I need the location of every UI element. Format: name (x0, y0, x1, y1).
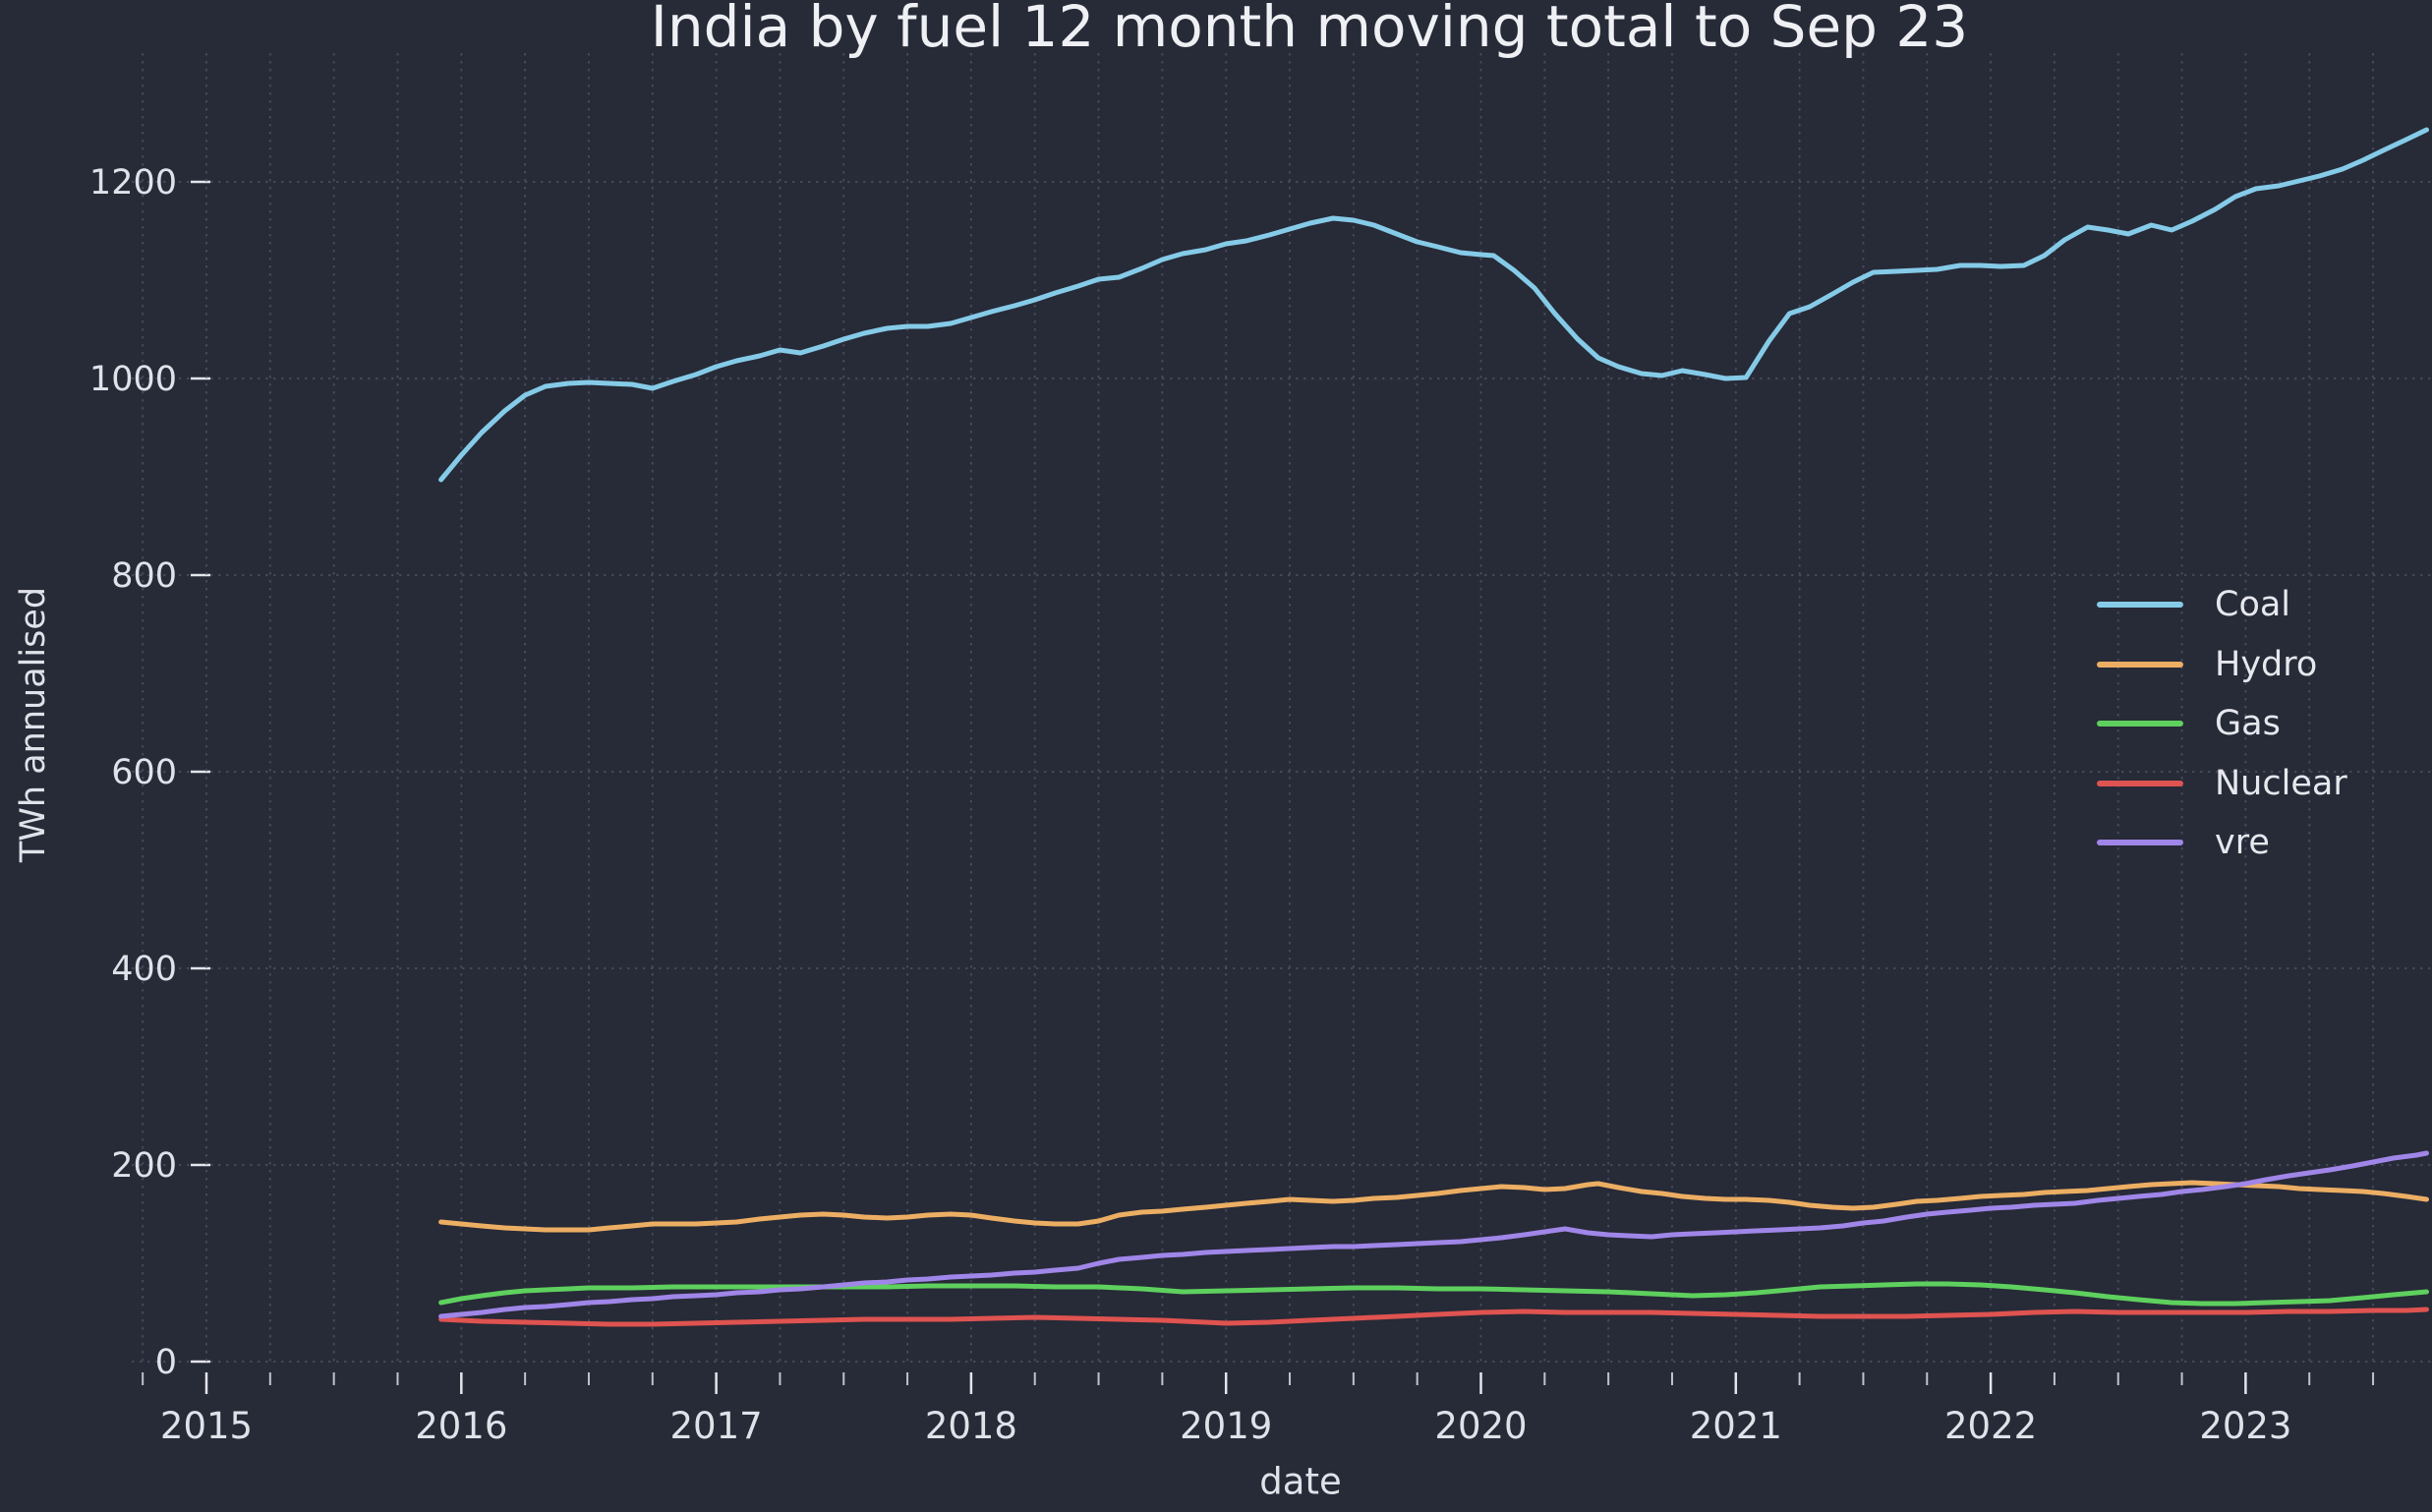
svg-text:0: 0 (155, 1343, 177, 1382)
svg-text:1000: 1000 (89, 360, 177, 399)
x-axis-label: date (1259, 1460, 1342, 1503)
legend-label-vre: vre (2215, 823, 2270, 863)
legend-item-gas: Gas (2097, 694, 2347, 754)
svg-text:400: 400 (111, 950, 177, 989)
svg-text:2017: 2017 (670, 1405, 763, 1447)
svg-text:2022: 2022 (1944, 1405, 2037, 1447)
legend-label-hydro: Hydro (2215, 644, 2318, 684)
legend-item-nuclear: Nuclear (2097, 754, 2347, 814)
legend-swatch-gas-line (2097, 721, 2183, 727)
svg-text:2020: 2020 (1434, 1405, 1527, 1447)
svg-text:200: 200 (111, 1146, 177, 1186)
legend-item-vre: vre (2097, 813, 2347, 873)
svg-text:2021: 2021 (1690, 1405, 1782, 1447)
legend-label-nuclear: Nuclear (2215, 763, 2347, 803)
svg-text:2023: 2023 (2199, 1405, 2291, 1447)
chart-title: India by fuel 12 month moving total to S… (650, 0, 1969, 60)
svg-text:2018: 2018 (925, 1405, 1017, 1447)
legend-swatch-hydro-line (2097, 661, 2183, 668)
legend-swatch-vre-line (2097, 840, 2183, 846)
svg-text:800: 800 (111, 556, 177, 596)
svg-text:2015: 2015 (160, 1405, 253, 1447)
svg-text:1200: 1200 (89, 163, 177, 203)
legend-label-gas: Gas (2215, 704, 2281, 744)
legend-swatch-nuclear-line (2097, 780, 2183, 786)
legend: Coal Hydro Gas Nuclear vre (2097, 575, 2347, 873)
y-axis-label: TWh annualised (14, 586, 53, 863)
svg-text:2019: 2019 (1180, 1405, 1272, 1447)
legend-label-coal: Coal (2215, 585, 2291, 625)
legend-item-coal: Coal (2097, 575, 2347, 635)
legend-item-hydro: Hydro (2097, 635, 2347, 695)
svg-text:600: 600 (111, 753, 177, 792)
svg-text:2016: 2016 (415, 1405, 507, 1447)
legend-swatch-coal-line (2097, 602, 2183, 609)
